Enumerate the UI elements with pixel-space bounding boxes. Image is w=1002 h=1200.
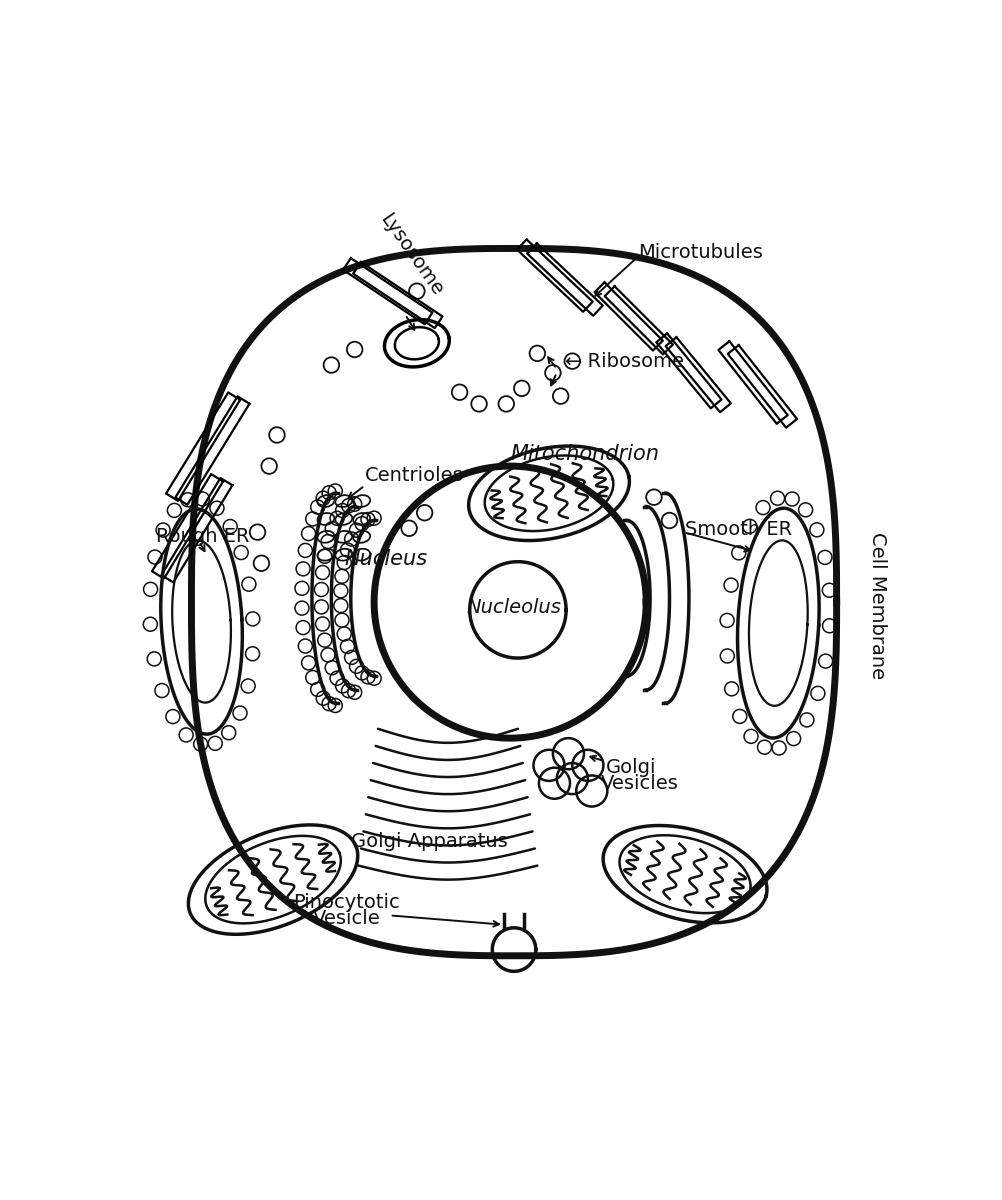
Text: Vesicles: Vesicles [600,774,678,793]
Text: Nucleolus: Nucleolus [466,598,561,617]
Text: ← Ribosome: ← Ribosome [564,352,683,371]
Text: Nucleus: Nucleus [345,550,427,569]
Text: Mitochondrion: Mitochondrion [510,444,658,464]
Text: Centrioles: Centrioles [365,466,463,485]
Text: Golgi: Golgi [605,758,655,778]
Text: Lysosome: Lysosome [376,210,446,299]
Text: Smooth ER: Smooth ER [684,521,792,539]
Text: Pinocytotic: Pinocytotic [294,894,400,912]
Text: Rough ER: Rough ER [156,527,249,546]
Text: Cell Membrane: Cell Membrane [868,533,887,679]
Text: Microtubules: Microtubules [638,242,763,262]
Text: Golgi Apparatus: Golgi Apparatus [351,832,507,851]
Text: Vesicle: Vesicle [313,908,381,928]
